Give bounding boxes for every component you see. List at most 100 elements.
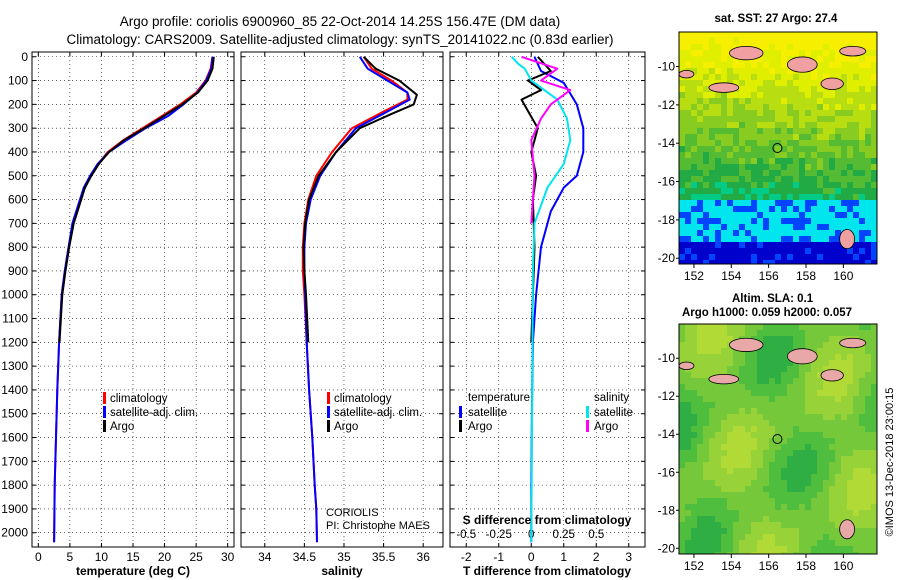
map-cell [847, 366, 853, 372]
map-cell [733, 432, 739, 438]
map-cell [757, 348, 763, 354]
map-cell [811, 504, 817, 510]
map-cell [775, 80, 781, 86]
map-cell [859, 128, 865, 134]
map-cell [823, 480, 829, 486]
map-cell [787, 390, 793, 396]
map-cell [697, 218, 703, 224]
map-cell [841, 366, 847, 372]
map-cell [739, 330, 745, 336]
map-cell [829, 134, 835, 140]
map-cell [787, 56, 793, 62]
map-cell [829, 218, 835, 224]
map-cell [727, 534, 733, 540]
map-cell [805, 206, 811, 212]
map-cell [793, 504, 799, 510]
map-cell [715, 516, 721, 522]
map-cell [799, 324, 805, 330]
map-cell [781, 552, 787, 554]
map-cell [853, 408, 859, 414]
map-cell [847, 122, 853, 128]
map-cell [721, 474, 727, 480]
map-cell [817, 170, 823, 176]
map-cell [703, 372, 709, 378]
map-cell [853, 212, 859, 218]
map-cell [817, 396, 823, 402]
map-cell [691, 408, 697, 414]
map-cell [745, 224, 751, 230]
map-cell [745, 80, 751, 86]
map-cell [829, 426, 835, 432]
map-cell [835, 134, 841, 140]
map-cell [703, 540, 709, 546]
map-cell [811, 32, 817, 38]
map-cell [787, 510, 793, 516]
map-cell [799, 462, 805, 468]
map-cell [871, 534, 877, 540]
map-cell [709, 146, 715, 152]
map-cell [841, 68, 847, 74]
map-cell [739, 384, 745, 390]
map-cell [691, 158, 697, 164]
map-cell [715, 498, 721, 504]
map-cell [745, 492, 751, 498]
map-cell [763, 224, 769, 230]
map-cell [829, 420, 835, 426]
map-cell [871, 354, 877, 360]
map-cell [805, 528, 811, 534]
map-cell [727, 402, 733, 408]
map-cell [817, 462, 823, 468]
map-cell [703, 444, 709, 450]
map-cell [811, 480, 817, 486]
map-cell [865, 342, 871, 348]
map-cell [757, 540, 763, 546]
map-cell [871, 342, 877, 348]
map-cell [715, 450, 721, 456]
map-cell [697, 206, 703, 212]
map-cell [817, 444, 823, 450]
map-x-tick-label: 158 [796, 559, 816, 573]
map-cell [685, 384, 691, 390]
map-cell [811, 474, 817, 480]
map-cell [763, 230, 769, 236]
legend-label-s-argo: Argo [594, 421, 618, 433]
map-cell [763, 170, 769, 176]
map-cell [691, 456, 697, 462]
map-cell [715, 492, 721, 498]
map-cell [799, 534, 805, 540]
map-cell [817, 456, 823, 462]
map-cell [775, 44, 781, 50]
map-cell [685, 390, 691, 396]
map-cell [799, 92, 805, 98]
map-cell [721, 414, 727, 420]
map-cell [745, 372, 751, 378]
map-cell [817, 206, 823, 212]
map-cell [787, 128, 793, 134]
map-y-tick-label: -16 [658, 465, 676, 479]
map-cell [727, 62, 733, 68]
map-cell [787, 504, 793, 510]
map-cell [841, 552, 847, 554]
map-cell [757, 450, 763, 456]
map-cell [757, 384, 763, 390]
map-cell [739, 438, 745, 444]
map-cell [853, 230, 859, 236]
map-cell [697, 510, 703, 516]
map-cell [751, 456, 757, 462]
map-cell [721, 134, 727, 140]
map-cell [787, 50, 793, 56]
map-cell [757, 552, 763, 554]
map-cell [775, 176, 781, 182]
map-cell [805, 50, 811, 56]
series-line-argo [302, 56, 418, 343]
map-cell [859, 348, 865, 354]
map-cell [763, 456, 769, 462]
map-cell [775, 74, 781, 80]
map-cell [859, 212, 865, 218]
map-cell [709, 92, 715, 98]
map-cell [727, 194, 733, 200]
map-cell [865, 140, 871, 146]
map-cell [871, 80, 877, 86]
map-x-tick-label: 156 [759, 269, 779, 283]
map-cell [799, 450, 805, 456]
